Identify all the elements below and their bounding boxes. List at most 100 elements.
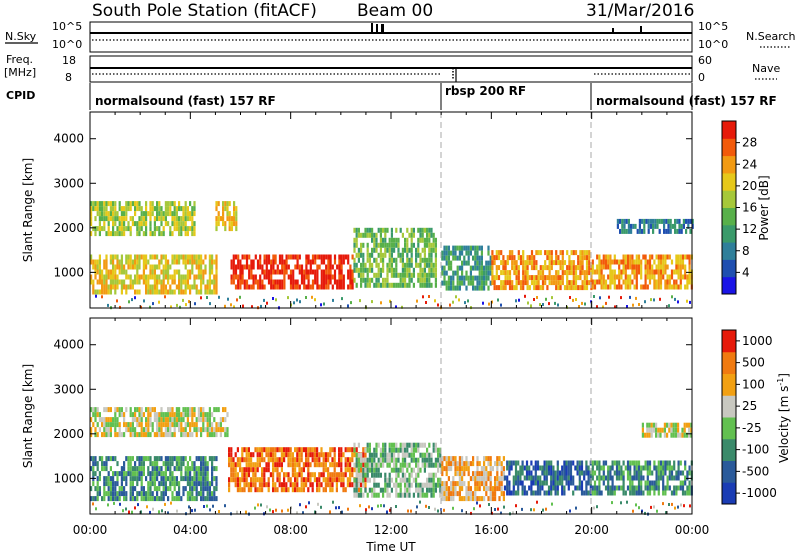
data-cell [316, 269, 319, 275]
data-cell [688, 427, 691, 433]
data-cell [657, 485, 660, 491]
data-cell [539, 465, 542, 471]
data-cell [561, 275, 564, 281]
data-cell [485, 471, 488, 477]
data-cell [653, 465, 656, 471]
data-cell [215, 432, 218, 438]
data-cell [189, 254, 192, 260]
data-cell [404, 242, 407, 248]
data-cell [626, 475, 630, 481]
data-cell [193, 284, 196, 290]
data-cell [629, 284, 632, 290]
data-cell [349, 467, 352, 473]
data-cell [644, 254, 647, 260]
data-cell [401, 262, 404, 268]
data-cell [419, 452, 422, 458]
data-cell [101, 206, 104, 212]
data-cell [550, 490, 553, 496]
data-cell [657, 264, 660, 270]
data-cell [245, 457, 248, 463]
data-cell [338, 472, 341, 478]
data-cell [98, 289, 101, 295]
data-cell [364, 447, 367, 453]
data-cell [173, 496, 176, 502]
data-cell [587, 470, 590, 476]
data-cell [489, 491, 492, 497]
data-cell [305, 462, 308, 468]
data-cell [327, 477, 330, 483]
data-cell [156, 456, 159, 462]
data-cell [211, 254, 214, 260]
data-cell [153, 466, 156, 472]
data-cell [259, 264, 262, 270]
data-cell [213, 427, 216, 433]
data-cell [161, 509, 163, 513]
x-tick-label: 12:00 [374, 523, 409, 537]
data-cell [189, 486, 192, 492]
data-cell [254, 254, 257, 260]
data-cell [317, 502, 319, 506]
data-cell [491, 511, 493, 515]
data-cell [351, 452, 354, 458]
data-cell [511, 250, 514, 256]
data-cell [607, 485, 610, 491]
data-cell [94, 461, 97, 467]
data-cell [195, 491, 198, 497]
data-cell [476, 501, 478, 505]
data-cell [633, 485, 636, 491]
data-cell [167, 476, 170, 482]
data-cell [550, 255, 553, 261]
data-cell [145, 476, 148, 482]
data-cell [217, 211, 220, 217]
data-cell [362, 467, 365, 473]
data-cell [525, 465, 529, 471]
data-cell [109, 254, 112, 260]
data-cell [641, 228, 644, 234]
data-cell [215, 481, 218, 487]
data-cell [548, 270, 551, 276]
data-cell [534, 470, 537, 476]
data-cell [613, 485, 616, 491]
data-cell [105, 466, 108, 472]
data-cell [215, 289, 218, 295]
data-cell [342, 477, 345, 483]
data-cell [245, 284, 249, 290]
data-cell [536, 465, 540, 471]
data-cell [186, 216, 189, 222]
data-cell [94, 274, 97, 280]
data-cell [149, 486, 152, 492]
data-cell [674, 218, 677, 224]
data-cell [307, 447, 310, 453]
data-cell [184, 264, 187, 270]
data-cell [417, 262, 420, 268]
data-cell [489, 496, 492, 502]
data-cell [134, 427, 137, 433]
data-cell [109, 422, 112, 428]
data-cell [169, 201, 172, 207]
data-cell [149, 461, 152, 467]
data-cell [578, 485, 581, 491]
data-cell [267, 487, 270, 493]
data-cell [263, 298, 265, 302]
data-cell [204, 486, 207, 492]
data-cell [559, 250, 562, 256]
data-cell [682, 218, 685, 224]
data-cell [333, 457, 336, 463]
data-cell [197, 481, 200, 487]
data-cell [274, 284, 277, 290]
data-cell [530, 255, 534, 261]
data-cell [676, 228, 679, 234]
data-cell [640, 274, 643, 280]
data-cell [528, 470, 531, 476]
data-cell [234, 462, 237, 468]
data-cell [158, 481, 161, 487]
data-cell [554, 475, 557, 481]
data-cell [561, 465, 564, 471]
data-cell [270, 269, 273, 275]
data-cell [500, 270, 503, 276]
data-cell [377, 492, 380, 498]
data-cell [423, 277, 426, 283]
data-cell [267, 452, 270, 458]
data-cell [602, 264, 605, 270]
data-cell [663, 228, 666, 234]
